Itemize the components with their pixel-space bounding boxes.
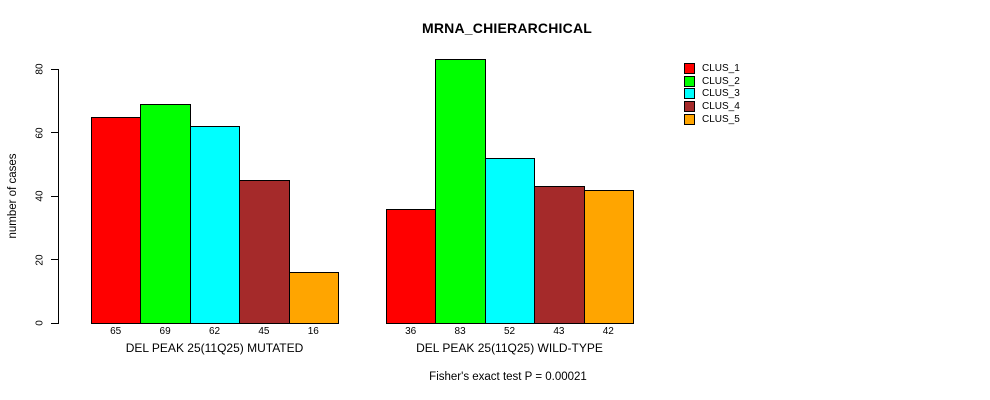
bar-value-clus_1-group2: 36 — [405, 326, 417, 337]
legend-item-clus_1: CLUS_1 — [684, 62, 740, 75]
bar-value-clus_3-group2: 52 — [503, 326, 516, 337]
bar-value-clus_2-group2: 83 — [454, 326, 466, 337]
legend-item-clus_2: CLUS_2 — [684, 75, 740, 88]
y-tick-60 — [51, 132, 58, 133]
x-group-label-2: DEL PEAK 25(11Q25) WILD-TYPE — [416, 341, 603, 355]
bar-clus_4-group2 — [534, 186, 585, 324]
bar-clus_5-group1 — [288, 272, 339, 324]
bar-value-clus_5-group2: 42 — [602, 326, 614, 337]
y-tick-label-40: 40 — [34, 190, 46, 202]
y-tick-label-0: 0 — [34, 320, 46, 326]
legend-swatch-clus_4 — [684, 100, 695, 112]
bar-value-clus_5-group1: 16 — [307, 326, 319, 337]
bar-clus_2-group1 — [140, 103, 191, 324]
legend-item-clus_3: CLUS_3 — [684, 87, 740, 100]
legend-label-clus_2: CLUS_2 — [702, 75, 740, 87]
bar-clus_2-group2 — [435, 59, 486, 324]
bar-clus_3-group2 — [484, 157, 536, 324]
x-group-label-1: DEL PEAK 25(11Q25) MUTATED — [125, 341, 304, 355]
legend-swatch-clus_3 — [684, 88, 695, 100]
y-tick-label-80: 80 — [34, 63, 46, 75]
y-tick-40 — [51, 195, 58, 197]
y-axis-label: number of cases — [7, 153, 19, 239]
legend-label-clus_1: CLUS_1 — [702, 62, 740, 74]
chart-title: MRNA_CHIERARCHICAL — [421, 20, 593, 36]
y-tick-label-60: 60 — [34, 126, 46, 139]
y-tick-0 — [51, 322, 58, 324]
bar-clus_1-group1 — [91, 116, 142, 324]
legend-swatch-clus_1 — [684, 62, 695, 74]
y-tick-20 — [51, 259, 58, 260]
bar-clus_3-group1 — [189, 126, 241, 324]
legend-swatch-clus_5 — [684, 113, 695, 125]
legend-label-clus_3: CLUS_3 — [702, 88, 740, 100]
legend-swatch-clus_2 — [684, 75, 695, 87]
legend-item-clus_4: CLUS_4 — [684, 100, 740, 113]
legend: CLUS_1 CLUS_2 CLUS_3 CLUS_4 CLUS_5 — [684, 62, 740, 125]
y-tick-80 — [51, 68, 58, 70]
bar-value-clus_2-group1: 69 — [159, 326, 171, 337]
legend-item-clus_5: CLUS_5 — [684, 113, 740, 126]
bar-clus_1-group2 — [386, 208, 437, 324]
y-tick-label-20: 20 — [34, 253, 46, 266]
bar-clus_4-group1 — [239, 180, 290, 324]
legend-label-clus_4: CLUS_4 — [702, 100, 740, 112]
bar-value-clus_1-group1: 65 — [110, 326, 122, 337]
legend-label-clus_5: CLUS_5 — [702, 113, 740, 125]
y-axis-line — [58, 69, 59, 324]
bar-value-clus_4-group1: 45 — [258, 326, 270, 337]
bar-value-clus_4-group2: 43 — [553, 326, 565, 337]
fisher-test-footer: Fisher's exact test P = 0.00021 — [429, 371, 587, 383]
bar-value-clus_3-group1: 62 — [208, 326, 221, 337]
bar-clus_5-group2 — [583, 189, 634, 324]
